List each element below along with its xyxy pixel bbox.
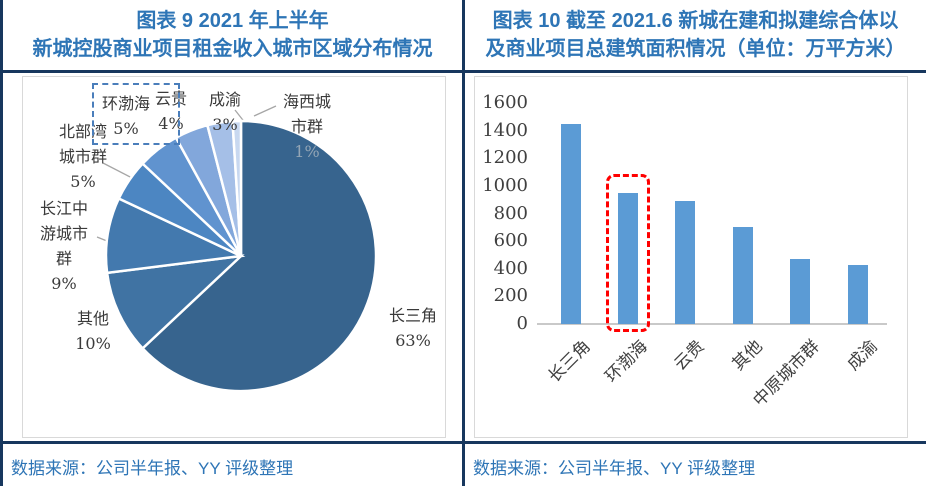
pie-label-line: 成渝 [208, 90, 241, 109]
y-tick-200: 200 [493, 285, 528, 307]
bar-plot: 0 200 400 600 800 1000 1200 1400 1600 长三角 环渤海 云贵 其他中… [475, 77, 907, 437]
bar-其他 [732, 227, 753, 324]
pie-label-长江中游城市群: 长江中游城市群 9% [26, 196, 102, 296]
source-note-right: 数据来源：公司半年报、YY 评级整理 [473, 459, 756, 478]
pie-label-line: 5% [70, 172, 96, 191]
pie-label-line: 游城市 [39, 224, 88, 243]
pie-label-line: 长三角 [388, 306, 437, 325]
leader-line-beibuwan [102, 162, 135, 180]
y-tick-400: 400 [493, 257, 528, 279]
title-underline-right [465, 70, 926, 73]
source-note-left: 数据来源：公司半年报、YY 评级整理 [11, 459, 294, 478]
pie-label-line: 4% [158, 114, 184, 133]
pie-label-环渤海: 环渤海 5% [86, 91, 166, 141]
bottom-rule-right [465, 441, 926, 444]
pie-chart: 长三角 63% 其他 10% 长江中 游城市群 9% 北部湾 城市群 5% 环渤海 5% 云贵 4% 成渝 3… [22, 76, 446, 438]
bottom-rule-left [3, 441, 462, 444]
y-tick-1200: 1200 [482, 147, 528, 169]
pie-label-成渝: 成渝 3% [188, 87, 262, 137]
pie-label-海西城市群: 海西城市群 1% [270, 89, 344, 164]
pie-label-line: 10% [75, 334, 111, 353]
y-tick-1600: 1600 [482, 92, 528, 113]
pie-label-北部湾城市群: 北部湾城市群 5% [40, 119, 126, 194]
bar-中原城市群 [790, 259, 811, 324]
left-panel: 图表 9 2021 年上半年 新城控股商业项目租金收入城市区域分布情况 长三角 6… [3, 0, 462, 492]
pie-label-line: 环渤海 [101, 94, 150, 113]
bar-云贵 [675, 201, 696, 324]
pie-label-其他: 其他 10% [49, 306, 137, 356]
pie-label-line: 其他 [76, 309, 109, 328]
figure-title-left-line2: 新城控股商业项目租金收入城市区域分布情况 [32, 38, 433, 60]
figure-title-right: 图表 10 截至 2021.6 新城在建和拟建综合体以 及商业项目总建筑面积情况… [465, 0, 926, 70]
bar-chart: 0 200 400 600 800 1000 1200 1400 1600 长三角 环渤海 云贵 其他中… [474, 76, 908, 438]
bar-成渝 [847, 264, 868, 324]
bar-环渤海 [617, 192, 638, 324]
pie-label-line: 3% [212, 115, 238, 134]
pie-label-line: 1% [294, 142, 320, 161]
figure-title-right-line1: 图表 10 截至 2021.6 新城在建和拟建综合体以 [492, 10, 899, 32]
pie-label-line: 市群 [290, 117, 323, 136]
pie-label-line: 63% [395, 331, 431, 350]
pie-label-line: 群 [55, 249, 72, 268]
panel-divider-rule [462, 0, 465, 486]
figure-title-left-line1: 图表 9 2021 年上半年 [136, 10, 329, 32]
pie-label-line: 9% [51, 274, 77, 293]
title-underline-left [3, 70, 462, 73]
figure-title-right-line2: 及商业项目总建筑面积情况（单位：万平方米） [485, 38, 906, 60]
x-axis-line [537, 323, 887, 325]
pie-label-line: 海西城 [282, 92, 331, 111]
pie-label-line: 北部湾 [58, 122, 107, 141]
highlight-box-blue [92, 83, 180, 145]
figure-title-left: 图表 9 2021 年上半年 新城控股商业项目租金收入城市区域分布情况 [3, 0, 462, 70]
pie-slice-其他 [105, 254, 245, 351]
pie-label-line: 长江中 [39, 199, 88, 218]
highlight-box-red [606, 174, 650, 332]
y-tick-1400: 1400 [482, 119, 528, 141]
y-tick-600: 600 [493, 230, 528, 252]
pie-slice-海西城市群 [231, 119, 243, 257]
left-border-rule [0, 0, 3, 486]
pie-svg [96, 105, 378, 393]
y-tick-800: 800 [493, 202, 528, 224]
pie-label-line: 5% [113, 119, 139, 138]
pie-slices [104, 119, 378, 393]
right-panel: 图表 10 截至 2021.6 新城在建和拟建综合体以 及商业项目总建筑面积情况… [465, 0, 926, 492]
bar-长三角 [560, 123, 581, 324]
pie-slice-长三角 [140, 119, 378, 393]
leader-line-haixi [253, 105, 277, 117]
y-tick-0: 0 [516, 313, 528, 334]
y-tick-1000: 1000 [482, 174, 528, 196]
pie-label-line: 城市群 [58, 147, 107, 166]
pie-label-长三角: 长三角 63% [369, 303, 457, 353]
